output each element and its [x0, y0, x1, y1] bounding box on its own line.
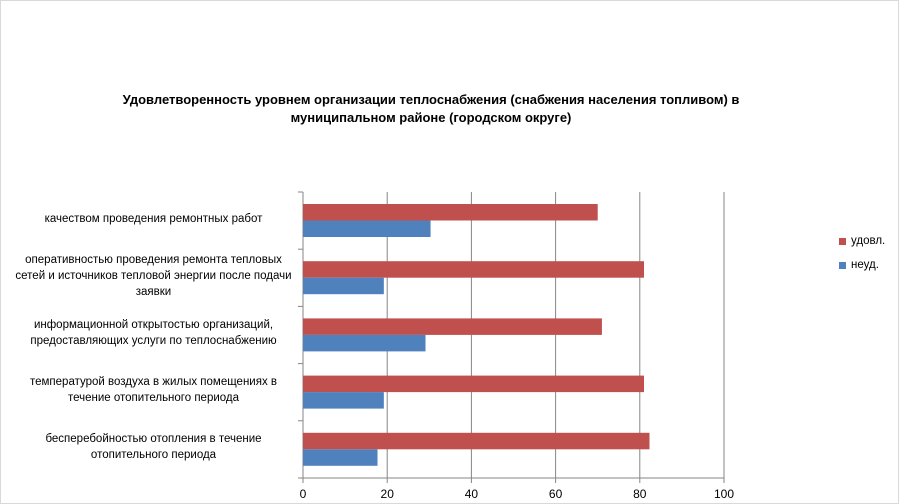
- bar-unsatisfied: [303, 277, 384, 295]
- legend-item-satisfied: удовл.: [839, 235, 885, 247]
- x-tick-label: 20: [381, 487, 395, 501]
- bar-satisfied: [303, 261, 645, 278]
- category-label: оперативностью проведения ремонта теплов…: [15, 253, 292, 298]
- bar-satisfied: [303, 375, 645, 393]
- chart-title: Удовлетворенность уровнем организации те…: [122, 92, 740, 125]
- bar-satisfied: [303, 204, 598, 221]
- category-label: качеством проведения ремонтных работ: [44, 212, 263, 225]
- legend-item-unsatisfied: неуд.: [839, 259, 879, 271]
- category-label: информационной открытостью организаций, …: [30, 319, 277, 347]
- legend-swatch: [839, 237, 846, 245]
- x-tick-label: 100: [714, 487, 734, 501]
- x-tick-label: 80: [633, 487, 647, 501]
- bar-satisfied: [303, 432, 650, 450]
- legend-label: неуд.: [851, 259, 879, 271]
- legend-label: удовл.: [851, 235, 886, 247]
- bar-unsatisfied: [303, 392, 384, 409]
- x-tick-label: 0: [300, 487, 307, 501]
- x-tick-label: 40: [465, 487, 479, 501]
- x-tick-label: 60: [549, 487, 563, 501]
- category-label: бесперебойностью отопления в течение ото…: [45, 433, 262, 462]
- bar-satisfied: [303, 318, 602, 335]
- legend-swatch: [839, 261, 846, 269]
- category-label: температурой воздуха в жилых помещениях …: [29, 376, 278, 405]
- bar-unsatisfied: [303, 449, 378, 466]
- bar-unsatisfied: [303, 220, 431, 237]
- bar-unsatisfied: [303, 334, 426, 352]
